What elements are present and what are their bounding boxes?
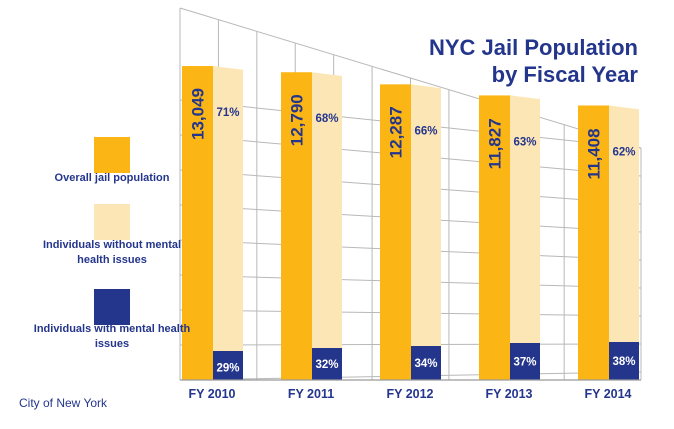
label-without-mh-1: 68% — [315, 113, 338, 125]
bar-with-mh-4 — [609, 342, 639, 380]
x-tick-labels: FY 2010 FY 2011 FY 2012 FY 2013 FY 2014 — [188, 387, 631, 401]
bar-total-fy-2012 — [380, 84, 411, 380]
bar-with-mh-1 — [312, 348, 342, 380]
bar-group: 13,049 71% 29% 12,790 68% 32% 12,287 66% 34% 11,8… — [182, 66, 639, 381]
label-with-mh-0: 29% — [216, 363, 239, 375]
grid-line — [179, 7, 642, 149]
label-total-0: 13,049 — [189, 88, 208, 140]
chart-title-line-1: NYC Jail Population — [428, 35, 638, 60]
legend-label-without: Individuals without mental health issues — [42, 239, 182, 266]
x-tick-3: FY 2013 — [485, 387, 532, 401]
label-with-mh-3: 37% — [513, 357, 536, 369]
legend-swatch-overall — [94, 137, 130, 173]
chart-title-line-2: by Fiscal Year — [491, 62, 638, 87]
bar-with-mh-3 — [510, 343, 540, 380]
bar-without-mh-0 — [213, 66, 243, 351]
legend-label-with: Individuals with mental health issues — [33, 323, 191, 350]
legend-swatch-with — [94, 289, 130, 325]
label-without-mh-2: 66% — [414, 125, 437, 137]
label-total-3: 11,827 — [486, 118, 505, 169]
bar-with-mh-0 — [213, 351, 243, 380]
x-tick-0: FY 2010 — [188, 387, 235, 401]
bar-total-fy-2013 — [479, 95, 510, 381]
bar-without-mh-1 — [312, 72, 342, 348]
x-tick-4: FY 2014 — [584, 387, 631, 401]
x-tick-2: FY 2012 — [386, 387, 433, 401]
label-with-mh-4: 38% — [612, 356, 635, 368]
label-total-2: 12,287 — [387, 106, 406, 158]
legend-swatch-without — [94, 204, 130, 240]
bar-total-fy-2014 — [578, 105, 609, 381]
label-without-mh-0: 71% — [216, 107, 239, 119]
x-tick-1: FY 2011 — [288, 387, 334, 401]
legend-label-overall: Overall jail population — [54, 172, 170, 184]
bar-without-mh-2 — [411, 84, 441, 346]
label-without-mh-3: 63% — [513, 136, 536, 148]
label-total-1: 12,790 — [288, 94, 307, 146]
bar-total-fy-2011 — [281, 72, 312, 380]
label-with-mh-1: 32% — [315, 359, 338, 371]
credit-text: City of New York — [19, 396, 108, 410]
label-with-mh-2: 34% — [414, 358, 437, 370]
bar-total-fy-2010 — [182, 66, 213, 380]
bar-without-mh-4 — [609, 105, 639, 342]
bar-without-mh-3 — [510, 95, 540, 343]
label-total-4: 11,408 — [585, 128, 604, 179]
label-without-mh-4: 62% — [612, 146, 635, 158]
bar-with-mh-2 — [411, 346, 441, 380]
